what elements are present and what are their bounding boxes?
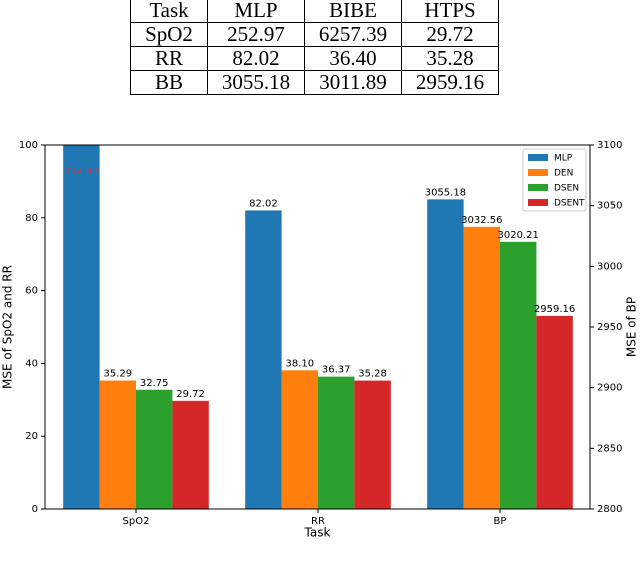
x-tick-label: SpO2 bbox=[123, 516, 150, 527]
y2-tick-label: 3100 bbox=[597, 140, 622, 151]
table-cell: RR bbox=[130, 46, 208, 71]
y2-tick-label: 2900 bbox=[597, 383, 622, 394]
y-tick-label: 40 bbox=[25, 358, 38, 369]
bar bbox=[354, 380, 391, 509]
results-table: Task MLP BIBE HTPS SpO2 252.97 6257.39 29.72 RR 8… bbox=[130, 0, 499, 95]
legend-frame bbox=[522, 148, 587, 212]
legend-swatch bbox=[528, 184, 548, 191]
legend-swatch bbox=[528, 154, 548, 161]
legend-swatch bbox=[528, 199, 548, 206]
bar bbox=[427, 199, 464, 509]
plot-area bbox=[63, 145, 573, 509]
bar bbox=[500, 241, 537, 509]
legend-label: DEN bbox=[554, 169, 573, 179]
y2-tick-label: 3000 bbox=[597, 261, 622, 272]
x-tick-label: BP bbox=[494, 516, 507, 527]
legend-label: MLP bbox=[554, 154, 573, 164]
y2-tick-label: 2800 bbox=[597, 504, 622, 515]
value-label: 36.37 bbox=[322, 365, 351, 376]
value-label: 35.28 bbox=[358, 369, 387, 380]
y2-tick-label: 2850 bbox=[597, 443, 622, 454]
bar bbox=[281, 370, 318, 509]
value-label: 3020.21 bbox=[498, 230, 539, 241]
x-tick-label: RR bbox=[311, 516, 325, 527]
y-tick-label: 80 bbox=[25, 213, 38, 224]
y2-tick-label: 2950 bbox=[597, 322, 622, 333]
value-label: 35.29 bbox=[103, 369, 132, 380]
y-tick-label: 20 bbox=[25, 431, 38, 442]
bar bbox=[136, 389, 173, 509]
table-cell: 36.40 bbox=[304, 46, 402, 71]
value-label: 3032.56 bbox=[461, 215, 502, 226]
y-tick-label: 60 bbox=[25, 286, 38, 297]
table-cell: BB bbox=[130, 70, 208, 95]
bar bbox=[63, 145, 100, 509]
bar bbox=[536, 315, 573, 509]
x-axis-label: Task bbox=[304, 526, 331, 540]
y2-tick-label: 3050 bbox=[597, 201, 622, 212]
table-cell: 3055.18 bbox=[207, 70, 305, 95]
table-cell: 82.02 bbox=[207, 46, 305, 71]
table-row: SpO2 252.97 6257.39 29.72 bbox=[130, 22, 499, 47]
value-label: 252.97 bbox=[64, 166, 99, 177]
bar bbox=[172, 400, 209, 509]
y-tick-label: 100 bbox=[19, 140, 38, 151]
legend-swatch bbox=[528, 169, 548, 176]
table-cell: 3011.89 bbox=[304, 70, 402, 95]
legend-label: DSENT bbox=[554, 199, 585, 209]
bar bbox=[99, 380, 136, 509]
value-label: 2959.16 bbox=[534, 304, 575, 315]
y2-axis-label: MSE of BP bbox=[625, 297, 639, 357]
value-label: 38.10 bbox=[285, 358, 314, 369]
bar bbox=[463, 226, 500, 509]
value-label: 82.02 bbox=[249, 198, 278, 209]
y-tick-label: 0 bbox=[32, 504, 38, 515]
table-row: BB 3055.18 3011.89 2959.16 bbox=[130, 70, 499, 95]
bar bbox=[245, 210, 282, 509]
table-cell: 2959.16 bbox=[401, 70, 499, 95]
header-cell: BIBE bbox=[304, 0, 402, 23]
value-label: 32.75 bbox=[140, 378, 169, 389]
y-axis-label: MSE of SpO2 and RR bbox=[1, 265, 15, 389]
table-cell: 252.97 bbox=[207, 22, 305, 47]
legend-label: DSEN bbox=[554, 184, 579, 194]
header-cell: Task bbox=[130, 0, 208, 23]
bar bbox=[318, 376, 355, 509]
value-label: 3055.18 bbox=[425, 187, 466, 198]
table-cell: 29.72 bbox=[401, 22, 499, 47]
value-label: 29.72 bbox=[176, 389, 205, 400]
